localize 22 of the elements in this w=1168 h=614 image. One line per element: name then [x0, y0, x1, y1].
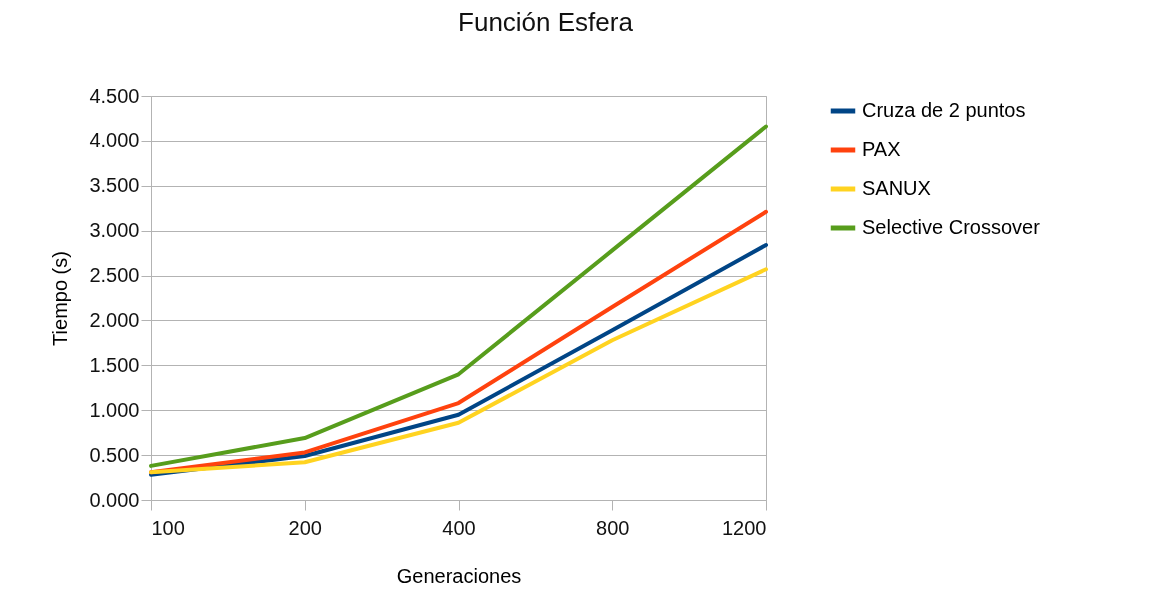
y-tick-label: 4.500 [89, 84, 140, 107]
x-tick-label: 100 [151, 516, 185, 539]
y-tick-label: 3.500 [89, 174, 140, 197]
y-axis-title: Tiempo (s) [49, 251, 72, 346]
chart-title: Función Esfera [458, 7, 634, 37]
y-tick-label: 1.500 [89, 353, 140, 376]
y-tick-label: 2.000 [89, 308, 140, 331]
y-tick-label: 2.500 [89, 264, 140, 287]
legend-label: Cruza de 2 puntos [862, 99, 1026, 121]
y-tick-label: 1.000 [89, 398, 140, 421]
y-tick-label: 3.000 [89, 219, 140, 242]
legend-label: SANUX [862, 177, 931, 199]
x-axis-title: Generaciones [396, 564, 522, 587]
x-tick-label: 1200 [722, 516, 767, 539]
y-tick-label: 0.500 [89, 443, 140, 466]
y-tick-label: 0.000 [89, 488, 140, 511]
y-tick-label: 4.000 [89, 129, 140, 152]
x-tick-label: 200 [288, 516, 322, 539]
x-tick-label: 800 [596, 516, 630, 539]
legend-label: PAX [862, 138, 901, 160]
x-tick-label: 400 [442, 516, 476, 539]
legend-label: Selective Crossover [862, 216, 1041, 238]
